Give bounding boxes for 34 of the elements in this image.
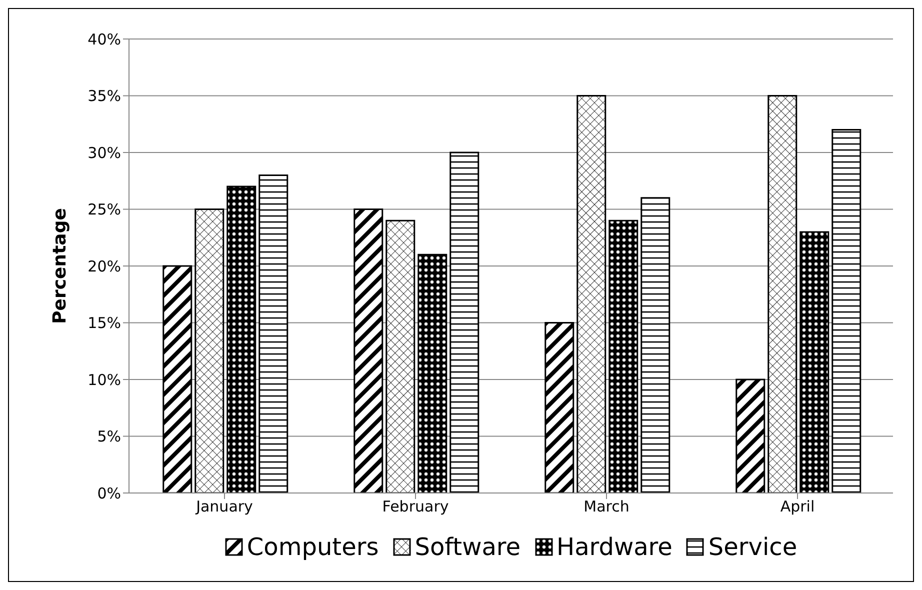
y-tick-label: 35%	[88, 87, 121, 106]
legend-label: Computers	[246, 533, 379, 561]
bar	[226, 186, 256, 493]
x-tick-label: January	[195, 498, 254, 516]
bar	[162, 265, 192, 493]
bar	[768, 95, 798, 493]
bar	[576, 95, 606, 493]
bar	[640, 197, 670, 493]
y-axis-title: Percentage	[49, 208, 70, 324]
bar	[608, 220, 638, 493]
bar	[800, 231, 830, 493]
bar	[832, 129, 862, 493]
bar	[194, 208, 224, 493]
x-tick-label: February	[382, 498, 449, 516]
bar	[258, 174, 288, 493]
y-tick-label: 25%	[88, 200, 121, 219]
bar	[544, 322, 574, 493]
bar	[418, 254, 448, 493]
legend-label: Software	[414, 533, 521, 561]
legend-label: Service	[708, 533, 798, 561]
y-tick-label: 10%	[88, 370, 121, 389]
x-tick-label: March	[584, 498, 630, 516]
bar	[450, 152, 480, 493]
x-tick-label: April	[780, 498, 815, 516]
y-tick-label: 15%	[88, 314, 121, 332]
legend-label: Hardware	[556, 533, 672, 561]
y-tick-label: 40%	[88, 30, 121, 48]
bar	[354, 208, 384, 493]
bar	[736, 378, 766, 493]
bar	[386, 220, 416, 493]
y-tick-label: 0%	[97, 484, 121, 502]
y-tick-label: 30%	[88, 144, 121, 162]
y-tick-label: 5%	[97, 428, 121, 446]
y-tick-label: 20%	[88, 257, 121, 276]
